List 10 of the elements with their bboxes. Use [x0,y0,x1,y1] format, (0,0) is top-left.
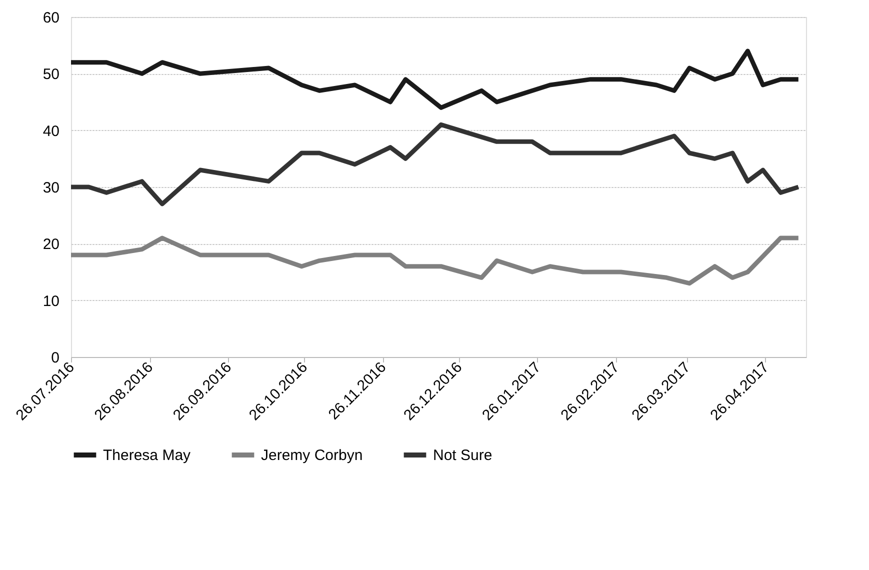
legend-label: Jeremy Corbyn [261,447,363,464]
y-tick-label: 50 [42,66,60,84]
y-tick-label: 40 [42,122,60,140]
legend-label: Not Sure [433,447,492,464]
y-tick-label: 20 [42,236,60,254]
y-tick-label: 30 [42,180,60,196]
y-tick-label: 10 [42,292,60,310]
legend-label: Theresa May [103,447,192,464]
y-tick-label: 60 [42,10,60,26]
y-tick-label: 0 [51,350,60,366]
